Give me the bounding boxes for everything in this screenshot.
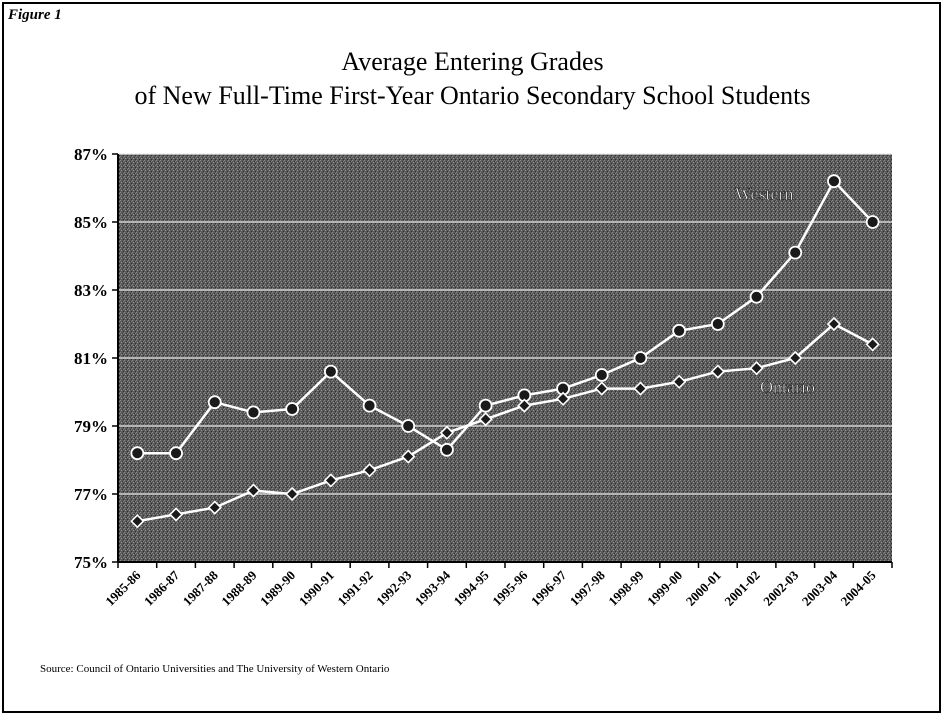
data-point-ontario xyxy=(710,364,725,379)
x-tick-label: 1985-86 xyxy=(102,567,144,609)
x-tick-label: 2002-03 xyxy=(760,567,802,609)
x-tick-label: 1988-89 xyxy=(218,567,260,609)
data-point-ontario xyxy=(439,425,455,440)
data-point-ontario xyxy=(517,398,532,413)
chart-title: Average Entering Grades xyxy=(341,47,604,76)
y-axis-ticks: 75% 77% 79% 81% 83% 85% 87% xyxy=(74,145,118,572)
data-point-ontario xyxy=(130,514,145,529)
x-tick-label: 1997-98 xyxy=(567,567,609,609)
x-tick-label: 2001-02 xyxy=(721,568,762,609)
data-point-western xyxy=(633,351,648,365)
data-point-ontario xyxy=(672,374,687,389)
data-point-ontario xyxy=(555,391,571,406)
data-point-western xyxy=(594,368,609,382)
x-axis-ticks: 1985-861986-871987-881988-891989-901990-… xyxy=(102,562,893,609)
x-tick-label: 1998-99 xyxy=(605,567,647,609)
data-point-western xyxy=(401,419,416,433)
x-tick-label: 1987-88 xyxy=(180,567,222,609)
data-point-western xyxy=(788,245,803,260)
y-tick-label: 87% xyxy=(74,145,108,164)
data-point-western xyxy=(478,398,493,413)
y-tick-label: 83% xyxy=(74,281,108,300)
y-tick-label: 81% xyxy=(74,349,108,368)
y-tick-label: 77% xyxy=(74,485,108,504)
data-point-ontario xyxy=(401,449,416,464)
data-point-western xyxy=(169,446,183,461)
x-tick-label: 1990-91 xyxy=(296,568,337,609)
data-point-ontario xyxy=(285,486,300,502)
x-tick-label: 2000-01 xyxy=(683,568,724,609)
data-point-western xyxy=(362,398,377,413)
series-label-western: Western xyxy=(735,184,794,204)
chart-subtitle: of New Full-Time First-Year Ontario Seco… xyxy=(134,81,811,110)
data-point-ontario xyxy=(362,463,377,478)
x-tick-label: 2003-04 xyxy=(799,567,841,609)
data-point-ontario xyxy=(594,381,609,396)
x-tick-label: 1991-92 xyxy=(334,568,375,609)
data-point-western xyxy=(749,289,764,304)
x-tick-label: 2004-05 xyxy=(838,567,880,609)
x-tick-label: 1995-96 xyxy=(489,567,531,609)
x-tick-label: 1989-90 xyxy=(257,568,298,609)
data-point-ontario xyxy=(323,473,338,488)
data-point-western xyxy=(672,323,687,338)
x-tick-label: 1999-00 xyxy=(644,568,685,609)
y-tick-label: 85% xyxy=(74,213,108,232)
data-point-western xyxy=(710,317,725,331)
series-label-ontario: Ontario xyxy=(760,377,815,397)
x-tick-label: 1993-94 xyxy=(412,567,454,609)
data-point-ontario xyxy=(633,381,648,396)
y-tick-label: 75% xyxy=(74,553,108,572)
data-point-western xyxy=(285,402,300,416)
data-point-western xyxy=(207,395,222,410)
figure-label: Figure 1 xyxy=(8,7,62,23)
series-layer xyxy=(130,174,880,529)
data-point-western xyxy=(130,446,145,461)
x-tick-label: 1996-97 xyxy=(528,567,570,609)
data-point-ontario xyxy=(246,483,261,498)
data-point-ontario xyxy=(207,500,222,515)
data-point-ontario xyxy=(788,350,803,366)
data-point-ontario xyxy=(478,412,493,427)
data-point-ontario xyxy=(749,361,764,376)
x-tick-label: 1992-93 xyxy=(373,567,415,609)
data-point-ontario xyxy=(168,507,184,522)
gridlines xyxy=(118,153,892,495)
source-note: Source: Council of Ontario Universities … xyxy=(40,663,390,675)
data-point-ontario xyxy=(865,337,880,352)
data-point-western xyxy=(827,174,841,189)
data-point-western xyxy=(323,364,338,379)
y-tick-label: 79% xyxy=(74,417,108,436)
data-point-western xyxy=(440,442,454,457)
data-point-western xyxy=(865,215,880,229)
data-point-western xyxy=(246,405,261,420)
x-tick-label: 1986-87 xyxy=(141,567,183,609)
data-point-ontario xyxy=(826,316,842,332)
x-tick-label: 1994-95 xyxy=(451,567,493,609)
